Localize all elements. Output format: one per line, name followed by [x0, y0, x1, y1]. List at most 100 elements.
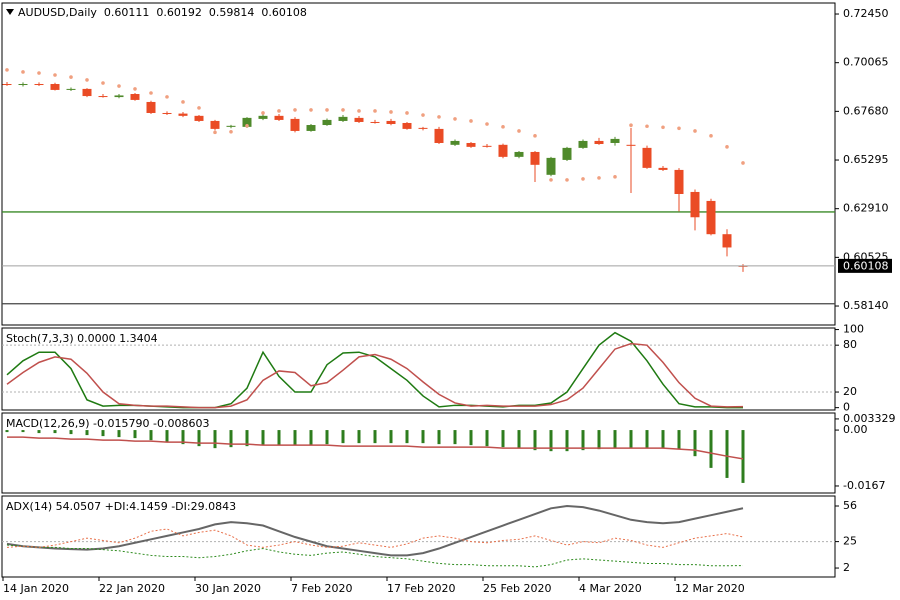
candle-body: [562, 147, 572, 160]
candle-body: [306, 125, 316, 131]
candle-body: [418, 127, 428, 129]
histogram-bar: [117, 430, 121, 438]
pane-content: [2, 68, 835, 305]
histogram-bar: [149, 430, 153, 441]
sar-dot: [37, 71, 41, 75]
histogram-bar: [325, 430, 329, 445]
candle-body: [578, 140, 588, 148]
current-price-label: 0.60108: [843, 259, 889, 272]
sar-dot: [341, 108, 345, 112]
candle-body: [658, 167, 668, 170]
sar-dot: [661, 125, 665, 130]
indicator-line: [6, 342, 744, 409]
sar-dot: [21, 70, 25, 74]
histogram-bar: [309, 430, 313, 446]
candle-body: [322, 119, 332, 126]
candle-body: [610, 138, 620, 143]
histogram-bar: [677, 430, 681, 450]
candle-body: [162, 112, 172, 114]
sar-dot: [693, 129, 697, 133]
sar-dot: [149, 91, 153, 95]
candle-body: [66, 88, 76, 90]
histogram-bar: [469, 430, 473, 446]
candle-body: [482, 145, 492, 147]
x-tick-label: 12 Mar 2020: [675, 582, 745, 595]
candle-body: [626, 144, 636, 146]
pane-content: [6, 331, 744, 409]
sar-dot: [213, 130, 217, 135]
sar-dot: [373, 109, 377, 113]
sar-dot: [533, 134, 537, 138]
y-tick-label: 0.70065: [843, 56, 889, 69]
candle-body: [370, 121, 380, 123]
histogram-bar: [373, 430, 377, 444]
candle-body: [594, 140, 604, 145]
pane-content: [6, 504, 744, 568]
histogram-bar: [453, 430, 457, 445]
y-tick-label: 0.67680: [843, 104, 889, 117]
candle-body: [258, 115, 268, 119]
y-tick-label: 0.65295: [843, 153, 889, 166]
candle-body: [690, 191, 700, 218]
pane-frame: [1, 327, 836, 411]
sar-dot: [613, 175, 617, 179]
sar-dot: [581, 177, 585, 181]
header-high: 0.60192: [156, 6, 202, 19]
histogram-bar: [421, 430, 425, 444]
histogram-bar: [261, 430, 265, 446]
y-tick-label: 2: [843, 561, 850, 574]
candle-body: [402, 122, 412, 129]
candle-body: [34, 84, 44, 86]
candle-body: [466, 142, 476, 147]
candle-body: [178, 113, 188, 116]
histogram-bar: [181, 430, 185, 445]
y-tick-label: 56: [843, 499, 857, 512]
candle-body: [242, 117, 252, 127]
indicator-title: MACD(12,26,9) -0.015790 -0.008603: [6, 417, 209, 430]
candle-body: [354, 117, 364, 122]
histogram-bar: [37, 430, 41, 434]
x-tick-label: 22 Jan 2020: [99, 582, 165, 595]
histogram-bar: [645, 430, 649, 449]
chart-header: AUDUSD,Daily 0.60111 0.60192 0.59814 0.60108: [18, 6, 307, 19]
histogram-bar: [437, 430, 441, 445]
y-tick-label: 0.58140: [843, 299, 889, 312]
histogram-bar: [597, 430, 601, 450]
sar-dot: [245, 124, 249, 128]
pane-frame: [1, 495, 836, 578]
signal-line: [7, 436, 744, 460]
histogram-bar: [229, 430, 233, 448]
candle-body: [130, 94, 140, 100]
sar-dot: [597, 176, 601, 180]
sar-dot: [197, 106, 201, 110]
indicator-line: [6, 528, 744, 548]
candle-body: [450, 140, 460, 145]
sar-dot: [181, 100, 185, 104]
sar-dot: [421, 113, 425, 117]
histogram-bar: [725, 430, 729, 478]
candle-body: [146, 101, 156, 113]
sar-dot: [517, 129, 521, 133]
x-tick-label: 17 Feb 2020: [387, 582, 455, 595]
sar-dot: [5, 68, 9, 72]
y-tick-label: 0.72450: [843, 7, 889, 20]
sar-dot: [709, 134, 713, 138]
sar-dot: [389, 110, 393, 114]
histogram-bar: [85, 430, 89, 436]
indicator-line: [6, 544, 744, 568]
sar-dot: [277, 109, 281, 113]
sar-dot: [501, 125, 505, 129]
sar-dot: [741, 161, 745, 165]
histogram-bar: [517, 430, 521, 449]
candle-body: [210, 120, 220, 129]
sar-dot: [565, 178, 569, 182]
histogram-bar: [245, 430, 249, 447]
x-tick-label: 4 Mar 2020: [579, 582, 642, 595]
sar-dot: [453, 117, 457, 121]
x-tick-label: 7 Feb 2020: [291, 582, 352, 595]
y-tick-label: 80: [843, 338, 857, 351]
histogram-bar: [405, 430, 409, 444]
candle-body: [722, 234, 732, 248]
candle-body: [498, 144, 508, 157]
histogram-bar: [277, 430, 281, 446]
